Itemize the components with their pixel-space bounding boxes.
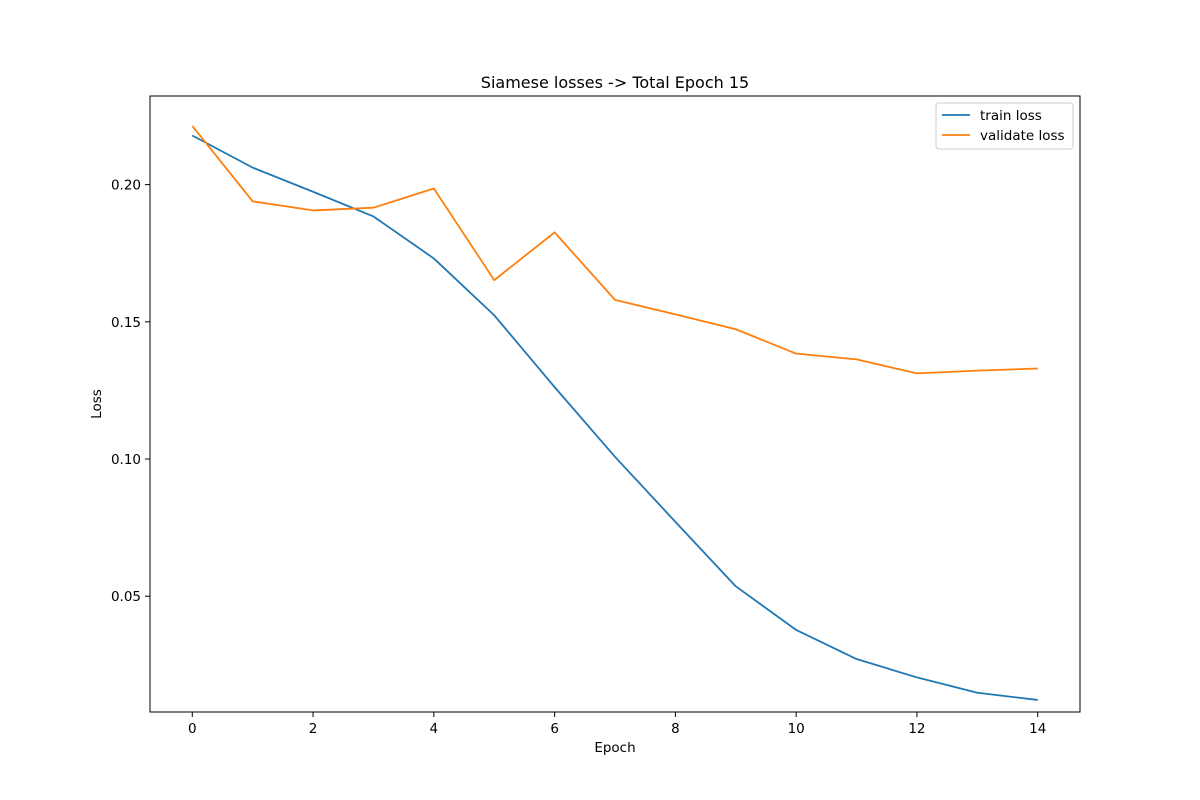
x-tick-label: 14 (1029, 721, 1046, 737)
axes-frame (149, 95, 1081, 713)
series-line-validate-loss (191, 125, 1038, 375)
y-axis: 0.05 0.10 0.15 0.20 (111, 178, 150, 605)
y-tick-label: 0.05 (111, 589, 141, 605)
y-tick-label: 0.20 (111, 178, 141, 194)
y-tick-label: 0.15 (111, 315, 141, 331)
legend-label: validate loss (980, 128, 1065, 144)
x-tick-label: 10 (788, 721, 805, 737)
series-layer (191, 125, 1038, 701)
x-tick-label: 8 (671, 721, 680, 737)
chart-title: Siamese losses -> Total Epoch 15 (481, 73, 749, 92)
y-tick-label: 0.10 (111, 452, 141, 468)
series-line-train-loss (191, 134, 1038, 701)
x-tick-label: 0 (188, 721, 197, 737)
x-tick-label: 4 (430, 721, 439, 737)
x-tick-label: 12 (908, 721, 925, 737)
legend-label: train loss (980, 108, 1042, 124)
legend-box (935, 102, 1074, 150)
x-axis-label: Epoch (594, 740, 635, 756)
x-axis: 0 2 4 6 8 10 12 14 (188, 712, 1046, 737)
x-tick-label: 2 (309, 721, 318, 737)
x-tick-label: 6 (550, 721, 559, 737)
y-axis-label: Loss (89, 389, 105, 419)
legend: train loss validate loss (935, 102, 1074, 150)
